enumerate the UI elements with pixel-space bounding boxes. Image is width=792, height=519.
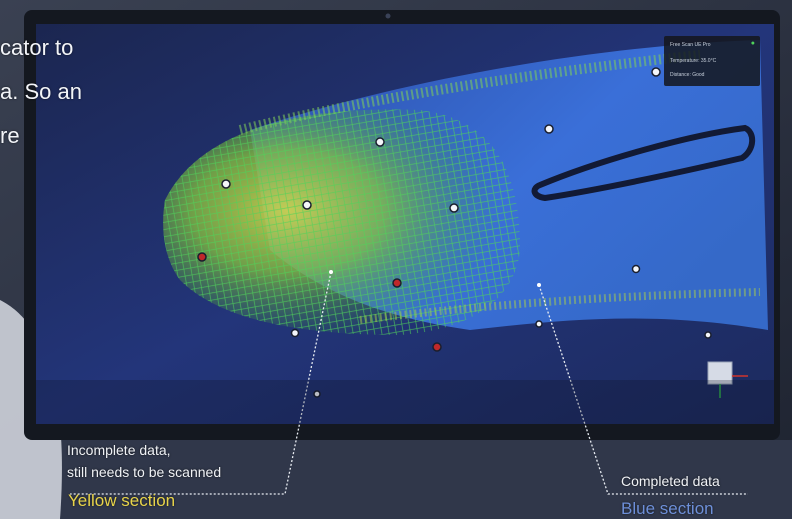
tracking-markers bbox=[221, 67, 712, 398]
yellow-section-label: Yellow section bbox=[68, 491, 176, 510]
red-markers bbox=[197, 252, 442, 352]
panel-line-temperature: Temperature: 35.0°C bbox=[670, 58, 717, 64]
overlay-line-1: cator to bbox=[0, 35, 74, 60]
view-cube-icon[interactable] bbox=[707, 361, 748, 398]
blue-section-label: Blue section bbox=[621, 499, 714, 518]
annotation-lines bbox=[70, 271, 748, 495]
panel-line-device: Free Scan UE Pro bbox=[670, 42, 711, 48]
overlay-line-3: re bbox=[0, 123, 20, 148]
overlay-line-2: a. So an bbox=[0, 79, 82, 104]
wifi-icon: ● bbox=[750, 40, 755, 47]
incomplete-caption-line-1: Incomplete data, bbox=[67, 442, 171, 458]
completed-caption: Completed data bbox=[621, 473, 720, 489]
scanner-status-panel: Free Scan UE Pro Temperature: 35.0°C Dis… bbox=[664, 36, 760, 86]
webcam bbox=[385, 13, 391, 19]
panel-line-distance: Distance: Good bbox=[670, 72, 705, 78]
slot-outline bbox=[531, 124, 756, 202]
scan-mesh-grid bbox=[163, 109, 520, 335]
incomplete-caption-line-2: still needs to be scanned bbox=[67, 464, 222, 480]
